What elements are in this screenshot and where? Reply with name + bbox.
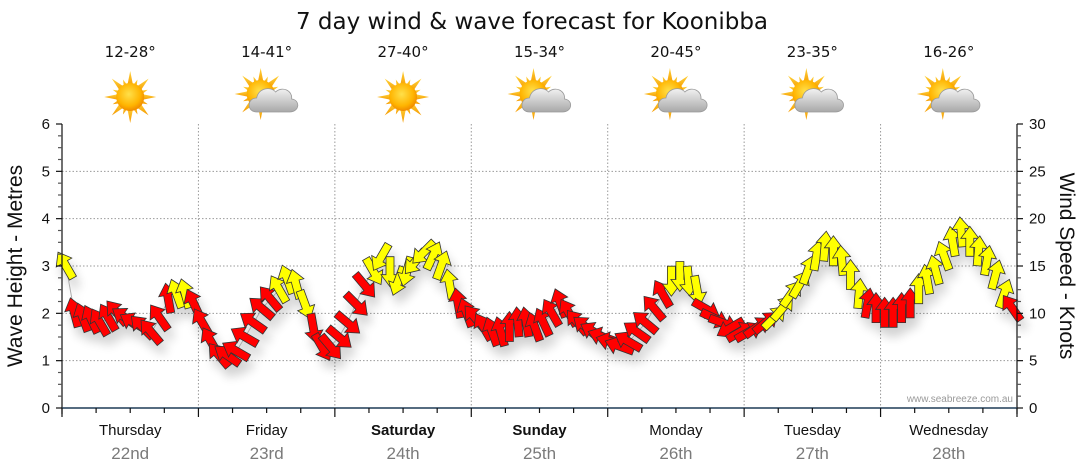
partly-cloudy-icon xyxy=(780,68,844,120)
cloud-shape xyxy=(248,88,299,113)
day-label: Sunday xyxy=(512,422,567,439)
date-label: 25th xyxy=(523,444,556,463)
right-tick-label: 0 xyxy=(1029,400,1037,417)
day-label: Monday xyxy=(649,422,703,439)
day-label: Wednesday xyxy=(909,422,988,439)
wind-arrow xyxy=(643,295,667,323)
wind-arrow xyxy=(977,244,998,277)
temperature-range: 15-34° xyxy=(514,43,565,61)
daily-weather-header: 12-28° 14-41° 27-40° 15-34° 20-45° 23-35° 16-2… xyxy=(104,43,981,123)
right-tick-label: 30 xyxy=(1029,116,1046,133)
day-label: Saturday xyxy=(371,422,436,439)
partly-cloudy-icon xyxy=(643,68,708,120)
date-label: 22nd xyxy=(111,444,149,463)
sunny-icon xyxy=(377,71,430,123)
left-tick-label: 1 xyxy=(42,353,50,370)
sun-ray xyxy=(780,90,797,98)
right-tick-label: 15 xyxy=(1029,258,1046,275)
temperature-range: 12-28° xyxy=(105,43,156,61)
wind-arrow xyxy=(432,250,452,282)
wind-arrow xyxy=(361,256,384,286)
wind-arrow xyxy=(994,278,1015,310)
wind-arrow xyxy=(351,271,376,298)
cloud-shape xyxy=(521,88,572,113)
sun-ray xyxy=(234,90,251,98)
wind-arrow xyxy=(249,297,276,322)
sun-ray xyxy=(666,68,674,84)
chart-title: 7 day wind & wave forecast for Koonibba xyxy=(296,9,768,35)
wind-arrow xyxy=(140,319,164,347)
wind-arrow xyxy=(325,324,352,348)
temperature-range: 20-45° xyxy=(650,43,701,61)
cloud-shape xyxy=(930,88,981,113)
sun-ray xyxy=(104,93,121,101)
partly-cloudy-icon xyxy=(234,68,299,120)
right-tick-label: 25 xyxy=(1029,163,1046,180)
wind-arrow xyxy=(239,312,268,335)
sun-disc xyxy=(389,83,418,111)
sun-ray xyxy=(140,93,157,101)
credit-text: www.seabreeze.com.au xyxy=(906,394,1013,405)
wind-arrow xyxy=(295,288,316,320)
left-tick-label: 3 xyxy=(42,258,50,275)
date-label: 23rd xyxy=(250,444,284,463)
right-axis-title: Wind Speed - Knots xyxy=(1055,173,1078,360)
sun-ray xyxy=(377,93,394,101)
day-label: Tuesday xyxy=(784,422,841,439)
left-tick-label: 6 xyxy=(42,116,50,133)
wind-arrow xyxy=(55,251,78,281)
sun-ray xyxy=(399,107,407,123)
sun-ray xyxy=(643,90,660,98)
left-tick-label: 0 xyxy=(42,400,50,417)
sun-ray xyxy=(399,71,407,87)
wind-arrow xyxy=(342,290,368,316)
left-tick-label: 4 xyxy=(42,211,50,228)
wind-arrow xyxy=(687,274,708,307)
left-tick-label: 2 xyxy=(42,305,50,322)
date-label: 27th xyxy=(796,444,829,463)
temperature-range: 27-40° xyxy=(378,43,429,61)
sunny-icon xyxy=(104,71,157,123)
day-labels: Thursday 22nd Friday 23rd Saturday 24th Sunday… xyxy=(99,422,989,463)
axes: 0 1 2 3 4 5 6 0 5 10 15 20 25 30 xyxy=(42,116,1046,417)
sun-ray xyxy=(127,107,134,123)
sun-ray xyxy=(413,93,430,101)
wind-arrow xyxy=(925,254,945,286)
date-label: 26th xyxy=(659,444,692,463)
sun-disc xyxy=(116,83,145,111)
left-axis-title: Wave Height - Metres xyxy=(4,165,27,367)
wind-arrow xyxy=(230,326,260,349)
right-tick-label: 20 xyxy=(1029,211,1046,228)
right-tick-label: 10 xyxy=(1029,305,1046,322)
sun-ray xyxy=(939,68,946,84)
wind-arrow xyxy=(333,310,361,334)
date-label: 28th xyxy=(932,444,965,463)
cloud-shape xyxy=(794,88,844,113)
left-tick-label: 5 xyxy=(42,163,50,180)
partly-cloudy-icon xyxy=(916,68,981,120)
date-label: 24th xyxy=(387,444,420,463)
wind-arrow xyxy=(149,304,172,333)
sun-ray xyxy=(916,90,933,98)
sun-ray xyxy=(803,68,810,84)
wind-arrows xyxy=(55,216,1025,370)
temperature-range: 14-41° xyxy=(241,43,292,61)
cloud-shape xyxy=(658,88,708,113)
wind-arrow xyxy=(633,312,660,336)
grid-lines xyxy=(62,124,1017,408)
day-label: Thursday xyxy=(99,422,162,439)
sun-ray xyxy=(127,71,134,87)
right-tick-label: 5 xyxy=(1029,353,1037,370)
wind-arrow xyxy=(986,259,1006,291)
day-label: Friday xyxy=(246,422,288,439)
temperature-range: 23-35° xyxy=(787,43,838,61)
temperature-range: 16-26° xyxy=(923,43,974,61)
sun-ray xyxy=(257,68,264,84)
partly-cloudy-icon xyxy=(507,68,572,120)
sun-ray xyxy=(530,68,537,84)
sun-ray xyxy=(507,90,524,98)
wind-arrow xyxy=(259,286,284,313)
